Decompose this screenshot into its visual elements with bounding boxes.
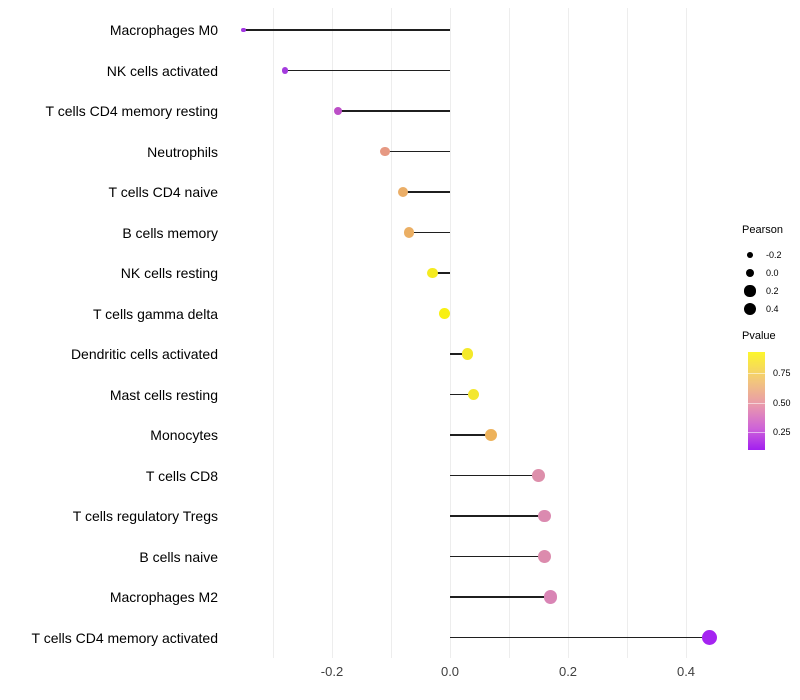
legend-dot-icon xyxy=(742,302,758,316)
data-point xyxy=(467,388,480,401)
lollipop-stem xyxy=(284,69,450,72)
legend-pearson-title: Pearson xyxy=(742,224,783,236)
legend-pearson-entry: 0.2 xyxy=(742,282,800,300)
legend-pvalue-title: Pvalue xyxy=(742,330,776,342)
gridline-x-0 xyxy=(450,8,451,658)
pvalue-tick-label: 0.50 xyxy=(773,397,791,408)
data-point xyxy=(333,106,342,116)
pvalue-gradient-bar xyxy=(748,352,765,450)
x-axis-tick-label: -0.2 xyxy=(320,664,344,679)
lollipop-stem xyxy=(450,515,545,517)
lollipop-stem xyxy=(402,191,450,193)
data-point xyxy=(438,308,450,319)
legend-entry-label: 0.0 xyxy=(766,268,779,278)
y-axis-label: T cells CD4 memory activated xyxy=(31,629,218,646)
legend-dot xyxy=(747,252,753,258)
plot-panel xyxy=(228,8,728,658)
lollipop-stem xyxy=(450,434,492,436)
pvalue-tick-label: 0.75 xyxy=(773,367,791,378)
y-axis-label: NK cells activated xyxy=(106,62,218,79)
lollipop-stem xyxy=(450,596,551,598)
y-axis-label: Macrophages M2 xyxy=(109,589,218,605)
pvalue-gradient: 0.75 0.50 0.25 xyxy=(742,352,800,452)
lollipop-stem xyxy=(337,110,450,112)
lollipop-stem xyxy=(243,29,450,31)
lollipop-stem xyxy=(450,636,710,639)
lollipop-stem xyxy=(450,474,539,477)
lollipop-stem xyxy=(450,353,468,355)
x-axis-tick-label: 0.0 xyxy=(440,664,460,679)
gridline-x--0.2 xyxy=(332,8,333,658)
legend-pvalue: Pvalue 0.75 0.50 0.25 xyxy=(742,330,800,452)
y-axis-label: T cells CD4 memory resting xyxy=(45,103,218,119)
data-point xyxy=(426,267,438,279)
y-axis-label: NK cells resting xyxy=(120,265,218,281)
data-point xyxy=(701,629,718,646)
data-point xyxy=(281,67,288,74)
legend-dot xyxy=(743,302,757,316)
legend-pearson-entry: 0.0 xyxy=(742,264,800,282)
y-axis-label: Dendritic cells activated xyxy=(70,346,218,362)
y-axis-label: B cells naive xyxy=(139,548,218,565)
y-axis-label: Neutrophils xyxy=(147,143,218,160)
data-point xyxy=(461,348,474,360)
y-axis-label: Macrophages M0 xyxy=(109,22,218,38)
pvalue-tick-mark xyxy=(748,402,765,404)
legend-pearson: Pearson -0.2 0.0 0.2 0.4 xyxy=(742,224,800,318)
data-point xyxy=(485,429,498,441)
legend-entry-label: -0.2 xyxy=(766,250,782,260)
data-point xyxy=(241,27,246,33)
data-point xyxy=(543,590,557,604)
gridline-x--0.3 xyxy=(273,8,274,658)
y-axis-label: B cells memory xyxy=(122,224,218,241)
data-point xyxy=(380,146,390,157)
y-axis-label: T cells regulatory Tregs xyxy=(72,508,218,524)
y-axis-label: T cells CD8 xyxy=(145,467,218,484)
data-point xyxy=(537,509,551,523)
y-axis-label: Mast cells resting xyxy=(109,386,218,403)
pvalue-tick-mark xyxy=(748,372,765,374)
x-axis-tick-label: 0.4 xyxy=(676,664,696,679)
gridline-x-0.4 xyxy=(686,8,687,658)
legend-entry-label: 0.4 xyxy=(766,304,779,314)
gridline-x-0.1 xyxy=(509,8,510,658)
lollipop-stem xyxy=(432,272,450,274)
legend-dot xyxy=(745,268,755,278)
legend-pearson-entries: -0.2 0.0 0.2 0.4 xyxy=(742,246,800,318)
gridline-x-0.2 xyxy=(568,8,569,658)
pvalue-tick-mark xyxy=(748,432,765,434)
legend-dot xyxy=(744,285,756,297)
legend-pearson-entry: -0.2 xyxy=(742,246,800,264)
lollipop-stem xyxy=(408,231,450,234)
gridline-x-0.3 xyxy=(627,8,628,658)
data-point xyxy=(403,227,414,238)
legend-entry-label: 0.2 xyxy=(766,286,779,296)
y-axis-label: Monocytes xyxy=(150,427,218,443)
y-axis-label: T cells gamma delta xyxy=(92,305,218,322)
data-point xyxy=(397,187,408,197)
y-axis-label: T cells CD4 naive xyxy=(108,184,218,200)
lollipop-stem xyxy=(450,555,545,558)
data-point xyxy=(537,550,551,563)
legend-dot-icon xyxy=(742,268,758,278)
legend-dot-icon xyxy=(742,252,758,258)
legend-dot-icon xyxy=(742,285,758,297)
legend-pearson-entry: 0.4 xyxy=(742,300,800,318)
lollipop-stem xyxy=(385,150,450,153)
lollipop-stem xyxy=(450,393,474,396)
gridline-x--0.1 xyxy=(391,8,392,658)
pvalue-tick-label: 0.25 xyxy=(773,427,791,438)
x-axis-tick-label: 0.2 xyxy=(558,664,578,679)
data-point xyxy=(532,469,545,482)
